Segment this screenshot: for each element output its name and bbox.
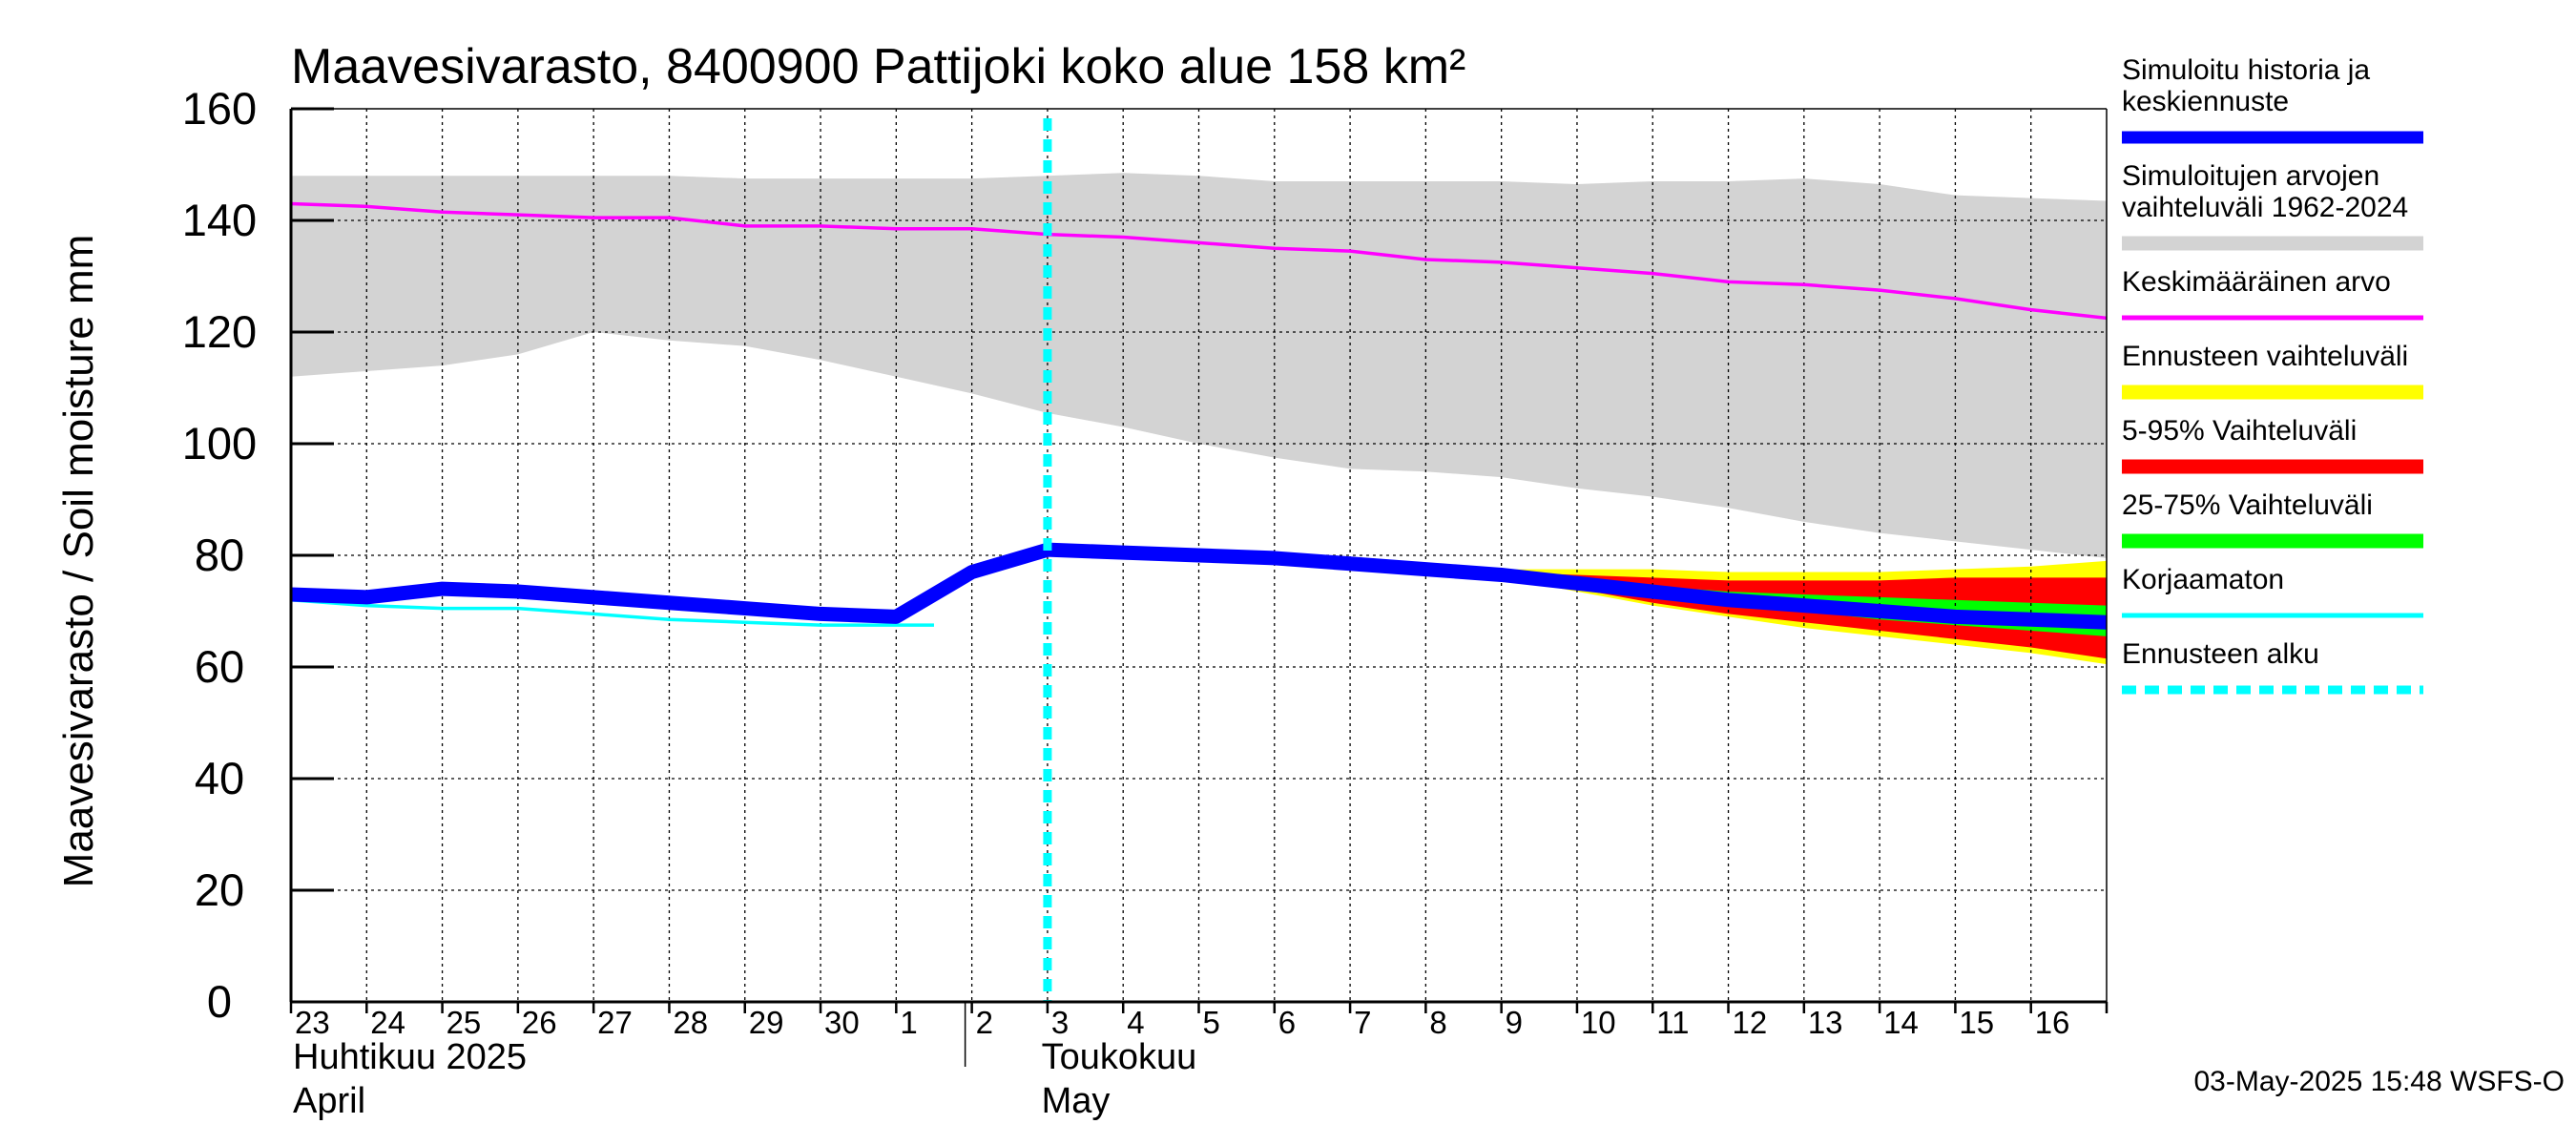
legend-item-mean: Keskimääräinen arvo xyxy=(2122,266,2423,321)
mean-line xyxy=(290,201,2108,321)
x-tick-label: 2 xyxy=(976,1005,993,1040)
legend-label: Keskimääräinen arvo xyxy=(2122,266,2391,298)
x-tick-label: 26 xyxy=(522,1005,557,1040)
x-tick-label: 25 xyxy=(447,1005,482,1040)
x-tick-label: 24 xyxy=(370,1005,405,1040)
y-tick-label: 0 xyxy=(207,976,232,1027)
x-tick-label: 6 xyxy=(1278,1005,1296,1040)
x-tick-label: 3 xyxy=(1051,1005,1069,1040)
sim-history-line xyxy=(290,542,2108,630)
y-tick-label: 120 xyxy=(182,306,257,357)
timestamp: 03-May-2025 15:48 WSFS-O xyxy=(2194,1066,2566,1097)
x-tick-labels: 23 24 25 26 27 28 29 30 1 2 3 4 5 6 7 8 9 10 11 12 13 14 15 16H… xyxy=(293,1005,2069,1121)
month-label: Toukokuu xyxy=(1042,1037,1197,1077)
y-tick-label: 40 xyxy=(195,753,244,803)
x-tick-label: 9 xyxy=(1506,1005,1523,1040)
x-tick-label: 13 xyxy=(1808,1005,1843,1040)
month-label: Huhtikuu 2025 xyxy=(293,1037,527,1077)
legend-label: Korjaamaton xyxy=(2122,564,2284,595)
x-tick-label: 27 xyxy=(597,1005,633,1040)
x-tick-label: 30 xyxy=(824,1005,860,1040)
legend-item-uncorrected: Korjaamaton xyxy=(2122,564,2423,618)
legend-item-p25_75: 25-75% Vaihteluväli xyxy=(2122,489,2423,549)
y-axis-label: Maavesivarasto / Soil moisture mm xyxy=(55,235,102,888)
legend-item-forecast_range: Ennusteen vaihteluväli xyxy=(2122,341,2423,400)
legend-label: 25-75% Vaihteluväli xyxy=(2122,489,2373,521)
x-tick-label: 29 xyxy=(749,1005,784,1040)
x-tick-label: 11 xyxy=(1656,1005,1689,1040)
x-tick-label: 16 xyxy=(2035,1005,2070,1040)
x-tick-label: 14 xyxy=(1883,1005,1919,1040)
y-tick-label: 60 xyxy=(195,641,244,692)
month-label-en: April xyxy=(293,1081,365,1121)
x-tick-label: 23 xyxy=(295,1005,330,1040)
x-tick-label: 12 xyxy=(1733,1005,1768,1040)
x-tick-label: 1 xyxy=(900,1005,917,1040)
legend-label: Simuloitu historia ja xyxy=(2122,54,2370,86)
legend-label: keskiennuste xyxy=(2122,86,2289,117)
y-tick-label: 20 xyxy=(195,864,244,915)
y-tick-label: 140 xyxy=(182,195,257,245)
month-label-en: May xyxy=(1042,1081,1111,1121)
legend-label: Simuloitujen arvojen xyxy=(2122,160,2379,192)
y-tick-label: 160 xyxy=(182,83,257,134)
legend-item-p5_95: 5-95% Vaihteluväli xyxy=(2122,415,2423,474)
axes: 0 20 40 60 80 100 120 140 160 xyxy=(182,83,2109,1067)
legend-label: 5-95% Vaihteluväli xyxy=(2122,415,2357,447)
legend-label: Ennusteen vaihteluväli xyxy=(2122,341,2408,372)
y-tick-label: 100 xyxy=(182,418,257,468)
x-tick-label: 7 xyxy=(1354,1005,1371,1040)
x-tick-label: 28 xyxy=(673,1005,708,1040)
legend-item-forecast_start: Ennusteen alku xyxy=(2122,638,2423,695)
chart-title: Maavesivarasto, 8400900 Pattijoki koko a… xyxy=(291,39,1465,94)
legend: Simuloitu historia jakeskiennusteSimuloi… xyxy=(2122,54,2423,695)
legend-label: vaihteluväli 1962-2024 xyxy=(2122,192,2408,223)
uncorrected-line xyxy=(290,598,934,627)
x-tick-label: 10 xyxy=(1581,1005,1616,1040)
x-tick-label: 15 xyxy=(1959,1005,1994,1040)
x-tick-label: 5 xyxy=(1203,1005,1220,1040)
data-lines xyxy=(290,118,2108,1002)
x-tick-label: 8 xyxy=(1429,1005,1446,1040)
legend-label: Ennusteen alku xyxy=(2122,638,2319,670)
x-tick-label: 4 xyxy=(1127,1005,1144,1040)
y-tick-label: 80 xyxy=(195,530,244,580)
